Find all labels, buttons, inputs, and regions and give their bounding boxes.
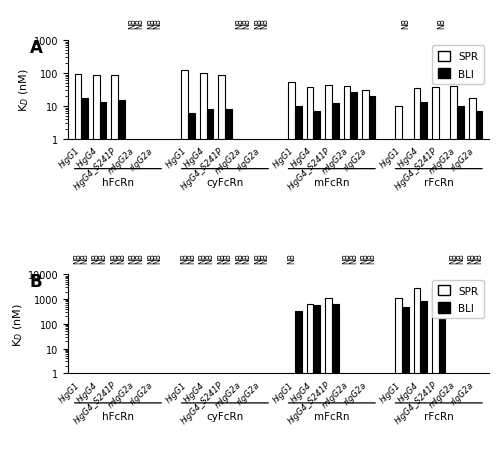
Bar xyxy=(325,86,332,455)
Bar xyxy=(314,305,320,455)
Bar xyxy=(295,107,302,455)
Bar xyxy=(112,76,118,455)
Text: NB: NB xyxy=(128,18,138,29)
Text: NB: NB xyxy=(368,252,376,263)
Text: NB: NB xyxy=(135,18,144,29)
Bar xyxy=(100,103,106,455)
Text: NB: NB xyxy=(450,252,458,263)
Bar xyxy=(206,110,213,455)
Bar xyxy=(420,302,427,455)
Bar xyxy=(350,93,357,455)
Bar xyxy=(307,88,314,455)
Text: NB: NB xyxy=(92,252,100,263)
Text: NB: NB xyxy=(198,252,207,263)
Bar xyxy=(432,88,439,455)
Text: NB: NB xyxy=(342,252,351,263)
Bar xyxy=(368,97,376,455)
Bar xyxy=(93,76,100,455)
Text: hFcRn: hFcRn xyxy=(102,177,134,187)
Text: NB: NB xyxy=(236,18,244,29)
Text: NB: NB xyxy=(110,252,119,263)
Bar xyxy=(476,112,482,455)
Text: NB: NB xyxy=(254,18,263,29)
Bar xyxy=(295,311,302,455)
Bar xyxy=(188,114,195,455)
Text: NB: NB xyxy=(260,18,270,29)
Bar xyxy=(439,300,446,455)
Bar xyxy=(81,98,88,455)
Text: NB: NB xyxy=(180,252,190,263)
Text: NB: NB xyxy=(360,252,370,263)
Text: NB: NB xyxy=(98,252,108,263)
Bar xyxy=(414,288,420,455)
Bar xyxy=(307,304,314,455)
Bar xyxy=(182,71,188,455)
Text: NB: NB xyxy=(287,252,296,263)
Bar xyxy=(118,101,124,455)
Legend: SPR, BLI: SPR, BLI xyxy=(432,280,484,318)
Bar xyxy=(402,307,408,455)
Bar xyxy=(457,107,464,455)
Bar xyxy=(414,89,420,455)
Text: A: A xyxy=(30,39,43,57)
Text: NB: NB xyxy=(456,252,465,263)
Bar xyxy=(362,91,368,455)
Bar xyxy=(450,87,457,455)
Text: NB: NB xyxy=(154,18,162,29)
Bar xyxy=(314,112,320,455)
Text: NB: NB xyxy=(468,252,476,263)
Text: NB: NB xyxy=(217,252,226,263)
Bar xyxy=(469,98,476,455)
Text: NB: NB xyxy=(74,252,82,263)
Bar xyxy=(432,288,439,455)
Text: cyFcRn: cyFcRn xyxy=(206,177,244,187)
Bar xyxy=(218,76,225,455)
Bar xyxy=(325,298,332,455)
Text: NB: NB xyxy=(224,252,232,263)
Bar xyxy=(420,103,427,455)
Text: NB: NB xyxy=(349,252,358,263)
Text: NB: NB xyxy=(80,252,89,263)
Text: hFcRn: hFcRn xyxy=(102,411,134,421)
Bar xyxy=(225,110,232,455)
Bar xyxy=(332,104,338,455)
Text: NB: NB xyxy=(187,252,196,263)
Bar xyxy=(74,75,81,455)
Text: NB: NB xyxy=(474,252,484,263)
Text: NB: NB xyxy=(236,252,244,263)
Text: NB: NB xyxy=(438,18,446,29)
Text: B: B xyxy=(30,273,42,291)
Legend: SPR, BLI: SPR, BLI xyxy=(432,46,484,85)
Text: NB: NB xyxy=(254,252,263,263)
Bar xyxy=(396,298,402,455)
Text: NB: NB xyxy=(117,252,126,263)
Text: NB: NB xyxy=(147,252,156,263)
Bar xyxy=(200,74,206,455)
Text: mFcRn: mFcRn xyxy=(314,411,350,421)
Bar xyxy=(332,304,338,455)
Text: NB: NB xyxy=(242,18,251,29)
Text: NB: NB xyxy=(128,252,138,263)
Bar xyxy=(344,87,350,455)
Text: NB: NB xyxy=(154,252,162,263)
Text: rFcRn: rFcRn xyxy=(424,411,454,421)
Text: NB: NB xyxy=(206,252,214,263)
Text: NB: NB xyxy=(242,252,251,263)
Text: NB: NB xyxy=(135,252,144,263)
Text: NB: NB xyxy=(401,18,410,29)
Bar xyxy=(396,107,402,455)
Text: mFcRn: mFcRn xyxy=(314,177,350,187)
Text: cyFcRn: cyFcRn xyxy=(206,411,244,421)
Bar xyxy=(288,82,295,455)
Text: rFcRn: rFcRn xyxy=(424,177,454,187)
Y-axis label: K$_D$ (nM): K$_D$ (nM) xyxy=(11,302,24,346)
Text: NB: NB xyxy=(147,18,156,29)
Y-axis label: K$_D$ (nM): K$_D$ (nM) xyxy=(17,69,31,112)
Text: NB: NB xyxy=(260,252,270,263)
